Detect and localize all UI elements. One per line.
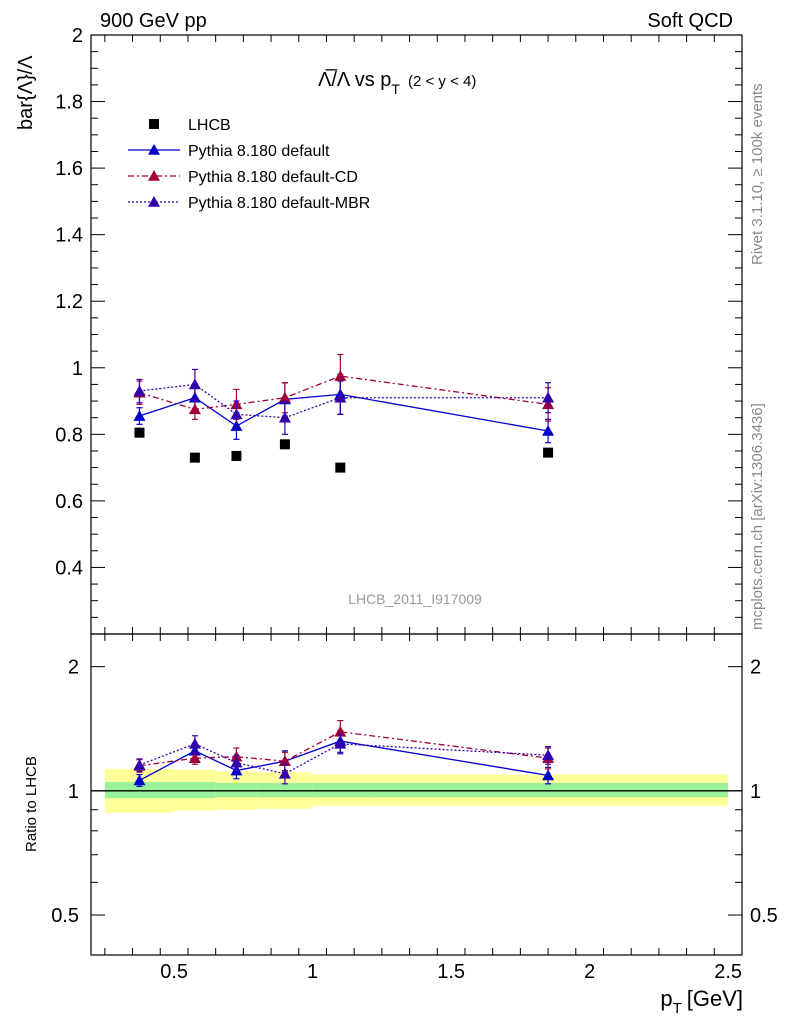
main-series: [133, 353, 555, 473]
ratio-mbr-point: [230, 756, 243, 768]
ratio-default-point: [133, 774, 146, 786]
ratio-mbr-point: [542, 749, 555, 761]
main-y-tick-label: 0.8: [55, 424, 83, 446]
main-data-point: [279, 439, 290, 450]
main-title-sub: T: [391, 81, 400, 97]
ratio-panel-frame: [90, 633, 743, 956]
ratio-y-label: Ratio to LHCB: [23, 756, 40, 852]
main-mbr-point: [278, 411, 291, 423]
ratio-x-ticks: 0.5 1 1.5 2 2.5: [104, 634, 742, 983]
main-y-tick-label: 1.2: [55, 291, 83, 313]
main-cd-line: [139, 375, 549, 411]
ratio-band: [91, 768, 742, 813]
ratio-y-tick-label-right: 2: [750, 657, 761, 679]
legend-label-default: Pythia 8.180 default: [188, 143, 330, 160]
ratio-y-tick-label: 0.5: [51, 905, 79, 927]
ratio-cd-point: [278, 755, 291, 766]
ratio-cd-point: [188, 752, 201, 763]
main-title: Λ̅/Λ vs pT (2 < y < 4): [318, 68, 476, 97]
rivet-label: Rivet 3.1.10, ≥ 100k events: [749, 83, 766, 265]
ratio-default-line: [139, 740, 549, 781]
ratio-x-tick-label: 1: [307, 961, 318, 983]
ratio-y-tick-label-right: 0.5: [750, 905, 778, 927]
ratio-cd-line: [139, 731, 549, 767]
ratio-x-tick-label: 2.5: [714, 961, 742, 983]
legend-label-data: LHCB: [188, 117, 231, 134]
ratio-band-inner: [368, 782, 729, 798]
main-title-text: Λ̅/Λ vs p: [318, 68, 391, 91]
ratio-y-tick-label-right: 1: [750, 781, 761, 803]
ratio-series: [133, 720, 555, 788]
main-y-tick-label: 1: [72, 358, 83, 380]
ratio-x-tick-label: 0.5: [160, 961, 188, 983]
x-axis-label: pT [GeV]: [660, 986, 743, 1017]
ratio-mbr-line: [139, 743, 549, 775]
main-y-label: bar{Λ}/Λ: [15, 55, 37, 130]
legend-marker-default: [148, 144, 160, 155]
ratio-mbr-point: [188, 737, 201, 749]
main-y-tick-label: 0.6: [55, 491, 83, 513]
ratio-panel: 0.5 0.5 1 1 2 2 0.5 1 1.5 2 2.5 Ratio to LHCB pT […: [23, 633, 778, 1017]
legend: LHCB Pythia 8.180 default Pythia 8.180 def…: [128, 117, 370, 212]
ratio-mbr-point: [278, 767, 291, 779]
ratio-band-inner: [174, 782, 216, 799]
main-cd-point: [188, 403, 201, 415]
ratio-band-inner: [104, 782, 175, 799]
main-data-point: [134, 427, 145, 438]
ratio-mbr-point: [133, 759, 146, 770]
x-axis-label-text: p: [660, 986, 672, 1011]
main-default-point: [542, 425, 555, 436]
main-data-point: [231, 450, 242, 461]
main-y-tick-label: 2: [72, 25, 83, 47]
ratio-band-inner: [257, 782, 313, 798]
process-label: Soft QCD: [647, 10, 733, 32]
legend-label-cd: Pythia 8.180 default-CD: [188, 169, 358, 186]
main-mbr-point: [188, 378, 201, 390]
main-y-tick-label: 0.4: [55, 557, 83, 579]
main-mbr-point: [133, 385, 146, 396]
energy-label: 900 GeV pp: [100, 10, 207, 32]
main-title-range: (2 < y < 4): [408, 73, 476, 90]
main-mbr-point: [230, 408, 243, 420]
ratio-y-tick-label: 1: [68, 781, 79, 803]
ratio-y-tick-label: 2: [68, 657, 79, 679]
main-panel: 0.4 0.6 0.8 1 1.2 1.4 1.6 1.8 2 LHCB_2011_I91700…: [15, 25, 743, 635]
legend-label-mbr: Pythia 8.180 default-MBR: [188, 195, 370, 212]
ratio-x-tick-label: 1.5: [437, 961, 465, 983]
ratio-default-point: [542, 769, 555, 781]
main-y-ticks: 0.4 0.6 0.8 1 1.2 1.4 1.6 1.8 2: [55, 25, 742, 635]
source-label: mcplots.cern.ch [arXiv:1306.3436]: [749, 403, 766, 630]
ratio-mbr-point: [334, 737, 347, 749]
ratio-band-inner: [215, 782, 258, 798]
legend-marker-mbr: [148, 196, 160, 207]
main-y-tick-label: 1.8: [55, 92, 83, 114]
main-cd-point: [334, 370, 347, 381]
ratio-x-tick-label: 2: [584, 961, 595, 983]
main-data-point: [335, 462, 346, 473]
legend-marker-cd: [148, 170, 160, 181]
main-data-point: [189, 452, 200, 463]
main-cd-point: [278, 391, 291, 403]
main-default-line: [139, 393, 549, 432]
main-mbr-point: [334, 391, 347, 403]
main-mbr-point: [542, 391, 555, 403]
main-default-point: [133, 410, 146, 421]
main-x-ticks: [104, 35, 715, 634]
watermark: LHCB_2011_I917009: [348, 591, 482, 607]
x-axis-label-unit: [GeV]: [687, 986, 743, 1011]
ratio-y-ticks: 0.5 0.5 1 1 2 2: [51, 657, 778, 927]
main-y-tick-label: 1.6: [55, 158, 83, 180]
main-y-tick-label: 1.4: [55, 225, 83, 247]
main-mbr-line: [139, 383, 549, 419]
x-axis-label-sub: T: [673, 1000, 682, 1017]
main-data-point: [543, 447, 554, 458]
legend-marker-data: [149, 119, 159, 129]
ratio-band-inner: [312, 782, 369, 798]
